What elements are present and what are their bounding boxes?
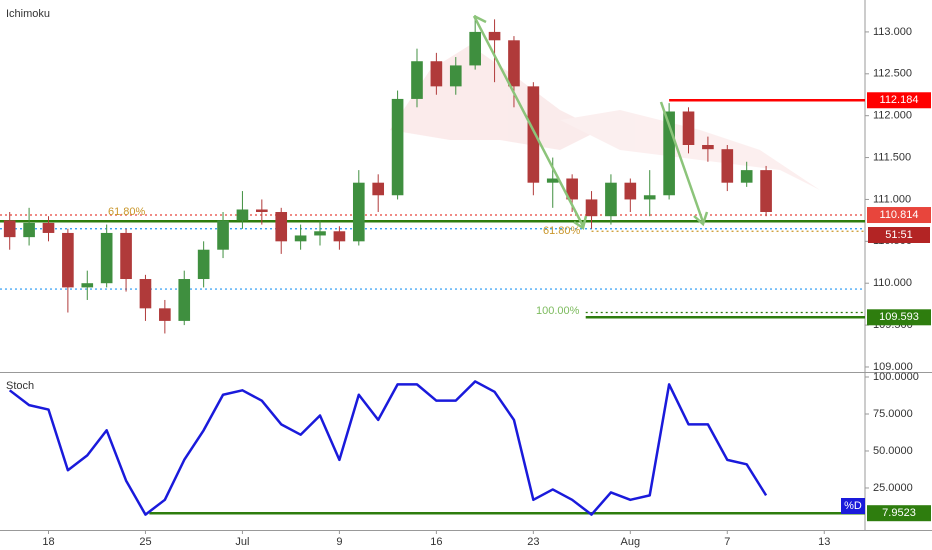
y-tick-label: 111.500 [873,151,911,163]
candle-body [682,111,695,145]
y-tick-label: 113.000 [873,26,912,38]
price-tag [867,309,931,326]
candle-body [139,279,152,309]
candle-body [391,98,404,196]
price-tag-label: 109.593 [879,311,919,323]
y-tick-label: 111.000 [873,193,911,205]
candle-body [100,232,113,284]
stoch-line [8,380,768,516]
candle-body [3,220,16,238]
y-tick-label: 109.000 [873,361,913,373]
legend-tag [841,498,865,514]
candle-body [721,149,734,183]
y-tick-label: 112.500 [873,68,912,80]
y-tick-label: 100.0000 [873,371,919,383]
stoch-pane-title: Stoch [6,380,34,392]
candle-body [275,212,288,242]
arrows [472,14,709,231]
candle-body [236,209,249,221]
x-tick-label: 9 [336,536,342,548]
candle-body [217,220,229,250]
candle-body [411,61,423,99]
fib-label: 61.80% [108,206,146,218]
candle-body [643,195,656,200]
countdown-tag [868,227,930,243]
candle-body [372,182,385,196]
marks: 109.000109.500110.000110.500111.000111.5… [0,15,931,548]
candle-body [546,178,559,183]
fib-label: 100.00% [536,305,580,317]
candle-body [430,61,443,87]
x-tick-label: 23 [527,536,539,548]
price-tag-label: 112.184 [880,94,919,106]
candle-body [566,178,578,200]
legend-label: %D [844,500,862,512]
y-tick-label: 112.000 [873,110,912,122]
price-tag [867,92,931,109]
candle-body [256,209,268,213]
candle-body [508,40,520,87]
candle-body [469,31,481,66]
candle-body [333,231,346,242]
candle-body [760,170,772,213]
candle-body [197,249,210,280]
x-tick-label: 25 [139,536,151,548]
fib-label: 61.80% [543,225,581,237]
x-tick-label: 18 [42,536,54,548]
price-tag [867,207,931,224]
candle-body [42,222,55,233]
candle-body [488,31,501,41]
candle-body [605,182,617,217]
x-tick-label: Aug [621,536,641,548]
candle-body [449,65,462,87]
price-tag-label: 7.9523 [882,507,916,519]
x-tick-label: 7 [724,536,730,548]
candle-body [62,232,74,288]
cloud [390,45,820,190]
x-tick-label: 13 [818,536,830,548]
price-tag-label: 110.814 [880,209,919,221]
y-tick-label: 50.0000 [873,445,913,457]
candle-body [585,199,598,217]
y-tick-label: 25.0000 [873,482,913,494]
candle-body [120,232,132,280]
candle-body [527,86,540,183]
candle-body [624,182,637,200]
y-tick-label: 75.0000 [873,408,913,420]
price-pane-title: Ichimoku [6,8,50,20]
candle-body [159,308,171,321]
candle-body [81,283,94,288]
candle-body [663,111,675,196]
candle-body [294,235,307,242]
price-tag [867,505,931,522]
candle-body [740,170,753,183]
countdown: 51:51 [885,229,913,241]
x-tick-label: 16 [430,536,442,548]
candle-body [314,231,326,236]
candle-body [178,279,191,321]
y-tick-label: 110.000 [873,277,912,289]
x-tick-label: Jul [235,536,249,548]
candle-body [352,182,365,242]
candle-body [23,222,35,238]
candle-body [702,144,714,150]
